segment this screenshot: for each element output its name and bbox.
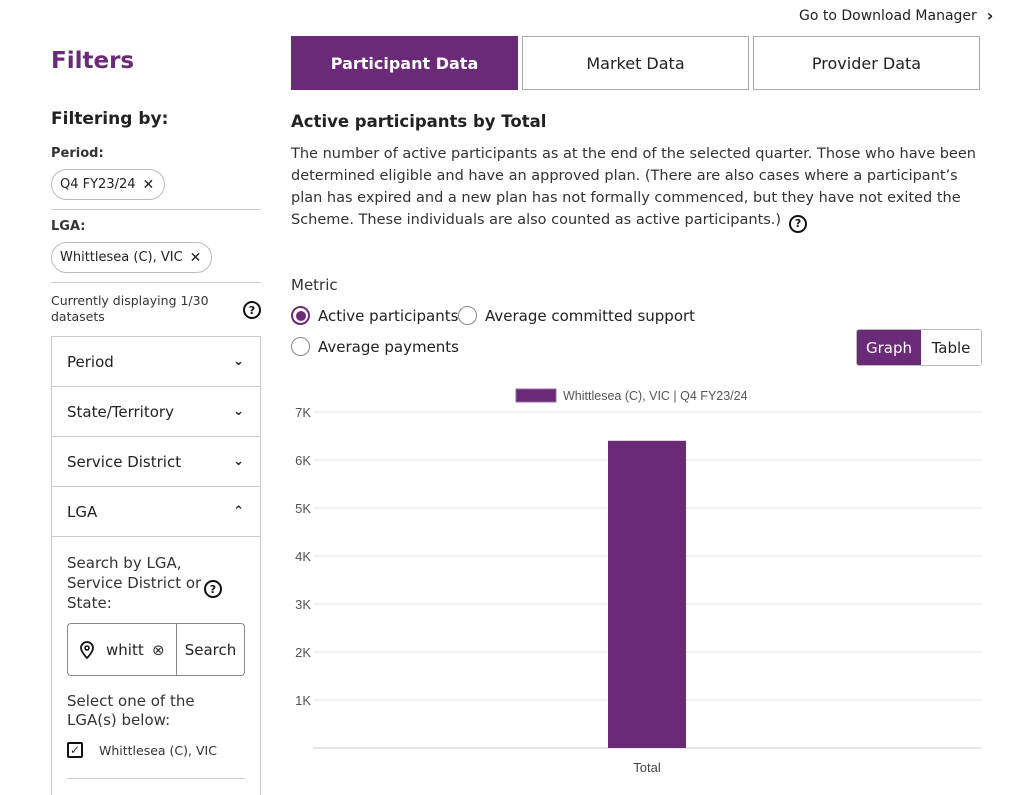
download-manager-label: Go to Download Manager: [799, 7, 977, 24]
data-tabs: Participant Data Market Data Provider Da…: [291, 36, 980, 90]
radio-icon[interactable]: [458, 306, 477, 325]
filters-title: Filters: [51, 48, 135, 74]
lga-select-label: Select one of the LGA(s) below:: [67, 692, 195, 729]
metric-average-committed-support[interactable]: Average committed support: [458, 306, 695, 325]
accordion-label: Period: [67, 352, 114, 371]
accordion-label: Service District: [67, 452, 182, 471]
metric-option-label: Average committed support: [485, 306, 696, 325]
lga-option[interactable]: ✓ Whittlesea (C), VIC: [67, 742, 245, 758]
help-icon[interactable]: ?: [789, 215, 808, 233]
y-tick-label: 7K: [295, 405, 311, 420]
datasets-count-text: Currently displaying 1/30 datasets: [51, 293, 209, 324]
divider: [51, 209, 261, 210]
accordion-label: State/Territory: [67, 402, 174, 421]
accordion-period[interactable]: Period ⌄: [52, 337, 260, 387]
y-tick-label: 2K: [295, 645, 311, 660]
y-tick-label: 4K: [295, 549, 311, 564]
bar-chart: 1K 2K 3K 4K 5K 6K 7K Total Whittlesea (C), VIC |…: [295, 388, 981, 775]
chevron-right-icon: ›: [986, 6, 994, 25]
metric-option-label: Average payments: [318, 337, 459, 356]
chevron-up-icon: ⌃: [233, 504, 244, 519]
legend-label: Whittlesea (C), VIC | Q4 FY23/24: [563, 389, 748, 403]
y-tick-label: 1K: [295, 693, 311, 708]
tab-market-data[interactable]: Market Data: [522, 36, 749, 90]
metric-active-participants[interactable]: Active participants: [291, 306, 458, 325]
section-title: Active participants by Total: [291, 112, 547, 131]
radio-selected-icon[interactable]: [291, 306, 310, 325]
filter-accordion: Period ⌄ State/Territory ⌄ Service Distr…: [51, 336, 261, 795]
table-view-button[interactable]: Table: [921, 330, 981, 365]
tab-participant-data[interactable]: Participant Data: [291, 36, 518, 90]
lga-search-button[interactable]: Search: [176, 624, 244, 675]
lga-chip-label: Whittlesea (C), VIC: [60, 250, 183, 265]
filtering-by-heading: Filtering by:: [51, 109, 169, 129]
lga-search-label: Search by LGA, Service District or State…: [67, 554, 202, 612]
graph-view-button[interactable]: Graph: [857, 330, 921, 365]
view-toggle: Graph Table: [856, 329, 982, 366]
clear-search-icon[interactable]: ⊗: [152, 640, 165, 659]
accordion-service-district[interactable]: Service District ⌄: [52, 437, 260, 487]
period-chip-label: Q4 FY23/24: [60, 177, 136, 192]
chevron-down-icon: ⌄: [233, 454, 244, 469]
divider: [67, 778, 245, 779]
lga-search-input[interactable]: whitt: [106, 640, 144, 659]
bar: [608, 440, 686, 748]
remove-icon[interactable]: ✕: [142, 176, 155, 193]
period-chip[interactable]: Q4 FY23/24 ✕: [51, 169, 166, 200]
accordion-lga[interactable]: LGA ⌃: [52, 487, 260, 537]
x-tick-label: Total: [633, 760, 661, 775]
help-icon[interactable]: ?: [243, 301, 261, 319]
radio-icon[interactable]: [291, 337, 310, 356]
tab-provider-data[interactable]: Provider Data: [753, 36, 980, 90]
y-tick-label: 6K: [295, 453, 311, 468]
accordion-state-territory[interactable]: State/Territory ⌄: [52, 387, 260, 437]
description-text: The number of active participants as at …: [291, 146, 976, 228]
legend-swatch: [515, 388, 557, 403]
divider: [51, 282, 261, 283]
lga-panel: Search by LGA, Service District or State…: [52, 537, 260, 779]
period-filter-label: Period:: [51, 146, 104, 161]
lga-chip[interactable]: Whittlesea (C), VIC ✕: [51, 242, 213, 273]
download-manager-link[interactable]: Go to Download Manager ›: [799, 6, 993, 25]
location-pin-icon: [68, 640, 106, 659]
lga-option-label: Whittlesea (C), VIC: [99, 742, 217, 758]
chevron-down-icon: ⌄: [233, 404, 244, 419]
section-description: The number of active participants as at …: [291, 143, 981, 233]
chevron-down-icon: ⌄: [233, 354, 244, 369]
y-tick-label: 5K: [295, 501, 311, 516]
checkbox-checked-icon[interactable]: ✓: [67, 742, 83, 758]
lga-filter-label: LGA:: [51, 219, 86, 234]
remove-icon[interactable]: ✕: [189, 249, 202, 266]
accordion-label: LGA: [67, 502, 98, 521]
metric-label: Metric: [291, 276, 338, 294]
metric-average-payments[interactable]: Average payments: [291, 337, 459, 356]
y-tick-label: 3K: [295, 597, 311, 612]
lga-search-box: whitt ⊗ Search: [67, 623, 245, 676]
metric-option-label: Active participants: [318, 306, 459, 325]
help-icon[interactable]: ?: [204, 580, 222, 598]
